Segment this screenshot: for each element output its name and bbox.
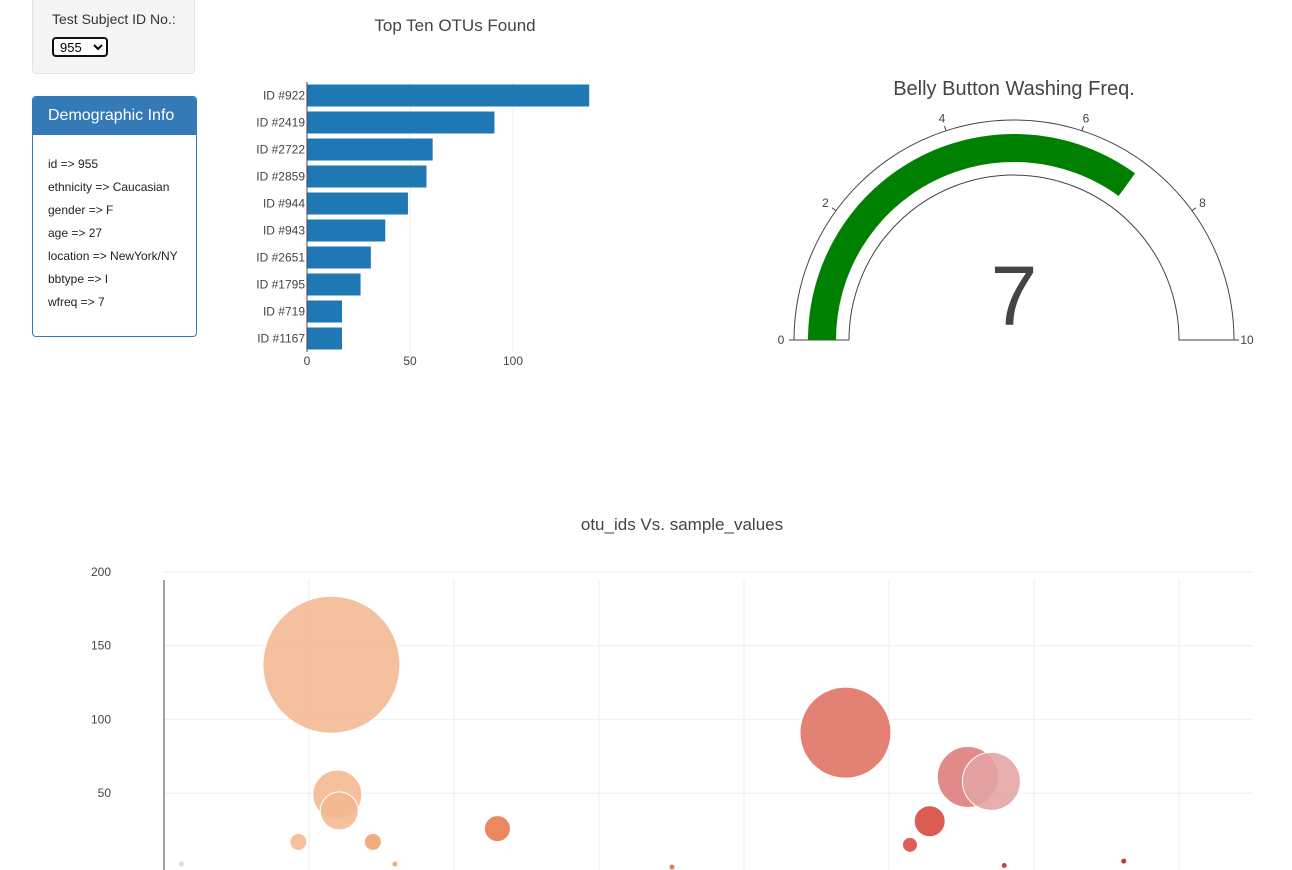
bubble-y-tick-label: 100 (91, 712, 111, 726)
bar-category-label: ID #2722 (256, 143, 305, 157)
bubble-point-3 (319, 791, 359, 831)
bar-944 (307, 192, 408, 215)
gauge-tick-mark (943, 125, 947, 131)
subject-id-select[interactable]: 955 (52, 37, 108, 57)
gauge-title: Belly Button Washing Freq. (893, 78, 1135, 100)
bar-1795 (307, 273, 361, 296)
bubble-point-9 (799, 686, 892, 779)
bubble-y-tick-label: 150 (91, 639, 111, 653)
bar-category-label: ID #922 (263, 89, 305, 103)
bar-943 (307, 219, 386, 242)
subject-selector-panel: Test Subject ID No.: 955 (32, 0, 195, 74)
bubble-point-1 (262, 595, 401, 734)
demographic-line-id: id => 955 (48, 157, 99, 171)
gauge-tick-mark (1081, 125, 1085, 131)
bubble-chart-title: otu_ids Vs. sample_values (581, 515, 783, 534)
demographic-line-bbtype: bbtype => I (48, 272, 109, 286)
gauge-tick-label: 8 (1199, 196, 1206, 210)
bar-1167 (307, 327, 343, 350)
gauge-tick-label: 2 (822, 196, 829, 210)
top-otus-bar-chart: Top Ten OTUs Found 0 50 100 ID #922 ID #2419 I… (256, 16, 590, 368)
bar-x-tick-label: 0 (304, 354, 311, 368)
demographic-line-age: age => 27 (48, 226, 103, 240)
bubble-point-11 (913, 805, 946, 838)
demographic-line-gender: gender => F (48, 203, 114, 217)
bubble-point-13 (961, 751, 1021, 811)
bar-category-label: ID #944 (263, 197, 305, 211)
demographic-line-ethnicity: ethnicity => Caucasian (48, 180, 170, 194)
subject-selector-label: Test Subject ID No.: (52, 11, 176, 27)
bar-2722 (307, 138, 433, 161)
bar-category-label: ID #1167 (257, 332, 305, 346)
bubble-point-6 (391, 860, 399, 868)
gauge-tick-label: 6 (1083, 111, 1090, 125)
bar-922 (307, 84, 590, 107)
bubble-point-15 (1120, 857, 1128, 865)
bar-category-label: ID #719 (263, 305, 305, 319)
demographic-info-body: id => 955 ethnicity => Caucasian gender … (33, 135, 196, 318)
bar-category-label: ID #2859 (256, 170, 305, 184)
gauge-tick-mark (831, 207, 837, 212)
bar-2419 (307, 111, 495, 134)
bubble-point-7 (483, 815, 511, 843)
bar-chart-title: Top Ten OTUs Found (374, 16, 535, 35)
gauge-value-bar (808, 133, 1136, 340)
demographic-info-title: Demographic Info (33, 97, 196, 135)
bubble-point-0 (177, 860, 185, 868)
bubble-point-14 (1000, 862, 1008, 870)
bubble-y-tick-label: 50 (98, 786, 112, 800)
bar-2859 (307, 165, 427, 188)
gauge-tick-label: 0 (778, 333, 785, 347)
bar-category-label: ID #2419 (256, 116, 305, 130)
bubble-y-tick-label: 200 (91, 565, 111, 579)
bubble-point-5 (363, 832, 382, 851)
bar-category-label: ID #1795 (256, 278, 305, 292)
bubble-point-4 (289, 832, 308, 851)
gauge-tick-mark (1191, 207, 1197, 212)
bar-category-label: ID #943 (263, 224, 305, 238)
demographic-info-panel: Demographic Info id => 955 ethnicity => … (32, 96, 197, 337)
bar-719 (307, 300, 343, 323)
gauge-tick-label: 4 (939, 111, 946, 125)
otu-bubble-chart: otu_ids Vs. sample_values 50 100 150 200 (91, 515, 1252, 870)
demographic-line-location: location => NewYork/NY (48, 249, 178, 263)
gauge-tick-label: 10 (1240, 333, 1254, 347)
bar-x-tick-label: 100 (503, 354, 523, 368)
bar-category-label: ID #2651 (256, 251, 305, 265)
demographic-line-wfreq: wfreq => 7 (48, 295, 105, 309)
bar-2651 (307, 246, 371, 269)
washing-frequency-gauge: Belly Button Washing Freq. 0 2 4 6 8 10 7 (778, 78, 1254, 347)
bubble-point-10 (901, 836, 918, 853)
bar-x-tick-label: 50 (403, 354, 417, 368)
bubble-point-8 (668, 863, 676, 870)
gauge-value-number: 7 (991, 249, 1038, 343)
